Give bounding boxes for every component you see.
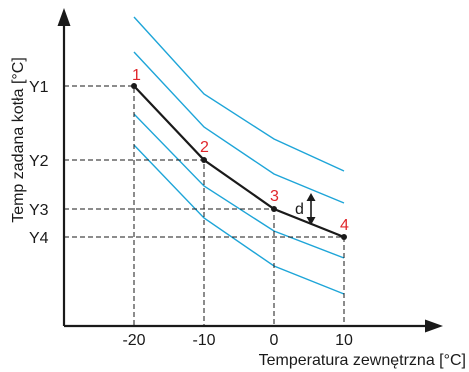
point-marker-4 — [341, 234, 347, 240]
point-label-4: 4 — [340, 217, 349, 234]
guide-line-1 — [64, 85, 135, 326]
x-tick-label-4: 10 — [335, 332, 353, 349]
guide-line-3 — [64, 208, 275, 326]
parallel-curve-3 — [133, 113, 345, 259]
offset-arrow-up — [306, 193, 316, 201]
y-axis-title: Temp zadana kotła [°C] — [10, 57, 27, 223]
y-tick-label-4: Y4 — [29, 230, 49, 247]
curve-points — [131, 83, 347, 240]
y-axis-arrow — [57, 8, 71, 26]
x-tick-label-3: 0 — [270, 332, 279, 349]
y-tick-label-1: Y1 — [29, 79, 49, 96]
y-tick-label-2: Y2 — [29, 153, 49, 170]
point-marker-2 — [201, 157, 207, 163]
x-tick-label-1: -20 — [122, 332, 145, 349]
main-heating-curve — [133, 85, 345, 239]
axes — [57, 8, 443, 333]
x-axis-title: Temperatura zewnętrzna [°C] — [259, 352, 466, 369]
parallel-curve-2 — [133, 51, 345, 204]
point-marker-3 — [271, 206, 277, 212]
x-axis-arrow — [425, 319, 443, 333]
point-label-2: 2 — [200, 139, 209, 156]
point-marker-1 — [131, 83, 137, 89]
y-tick-label-3: Y3 — [29, 202, 49, 219]
point-label-3: 3 — [270, 188, 279, 205]
parallel-curve-4 — [133, 144, 345, 295]
offset-arrow-down — [306, 217, 316, 225]
offset-label: d — [295, 201, 304, 218]
point-label-1: 1 — [132, 67, 141, 84]
x-tick-label-2: -10 — [192, 332, 215, 349]
parallel-curve-1 — [133, 16, 345, 172]
offset-indicator: d — [295, 193, 316, 225]
parallel-curves — [133, 16, 345, 295]
